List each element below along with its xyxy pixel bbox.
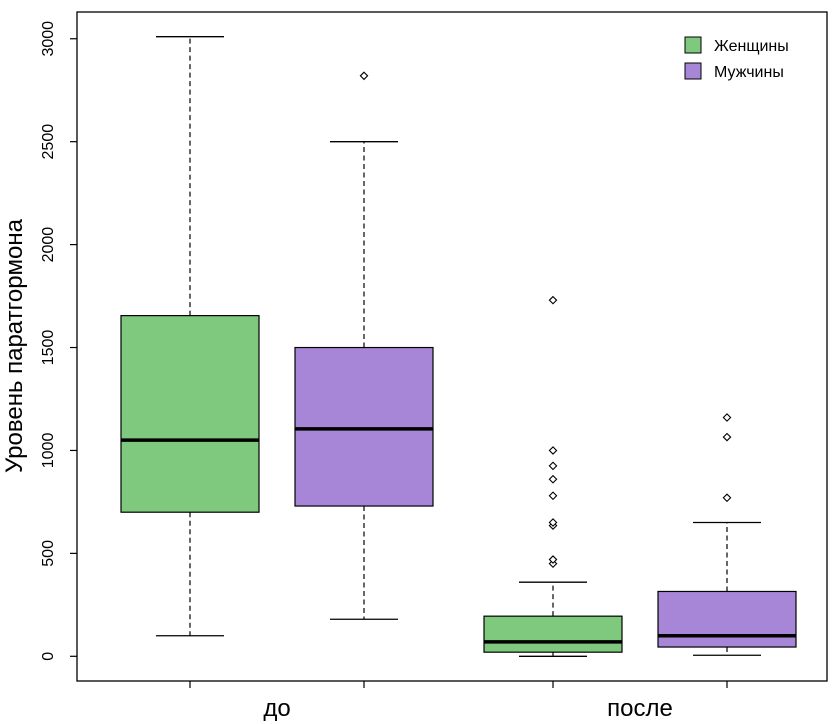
iqr-box [120, 315, 260, 513]
box-1-1 [657, 413, 797, 656]
outlier-point [548, 295, 558, 305]
y-tick-label-1000: 1000 [40, 433, 57, 469]
outlier-point [548, 555, 558, 564]
plot-frame [76, 11, 828, 682]
outlier-point [548, 461, 558, 471]
iqr-box [483, 615, 623, 653]
y-axis-label: Уровень паратгормона [1, 218, 28, 473]
outlier-point [548, 491, 558, 501]
legend: Женщины Мужчины [684, 36, 789, 81]
y-tick-label-2500: 2500 [40, 124, 57, 160]
y-tick-label-0: 0 [40, 652, 57, 661]
x-category-label-0: до [263, 695, 290, 722]
boxes [120, 36, 797, 657]
y-tick-label-3000: 3000 [40, 21, 57, 57]
iqr-box [294, 346, 434, 507]
outlier-point [548, 474, 558, 484]
y-tick-label-500: 500 [40, 540, 57, 567]
outlier-point [722, 493, 732, 503]
outlier-point [359, 71, 369, 81]
outlier-point [548, 518, 558, 527]
y-axis: 0 500 1000 1500 2000 2500 3000 [40, 21, 77, 661]
y-tick-label-1500: 1500 [40, 330, 57, 366]
outlier-point [722, 432, 732, 442]
box-1-0 [294, 71, 434, 620]
iqr-box [657, 590, 797, 648]
x-axis: до после [189, 681, 728, 722]
outlier-point [548, 446, 558, 455]
legend-swatch-0 [684, 36, 702, 54]
box-0-1 [483, 295, 623, 657]
y-tick-label-2000: 2000 [40, 227, 57, 263]
legend-label-0: Женщины [714, 38, 789, 55]
legend-swatch-1 [684, 62, 702, 80]
legend-label-1: Мужчины [714, 64, 784, 81]
box-0-0 [120, 36, 260, 637]
x-category-label-1: после [607, 695, 673, 722]
outlier-point [722, 413, 732, 422]
